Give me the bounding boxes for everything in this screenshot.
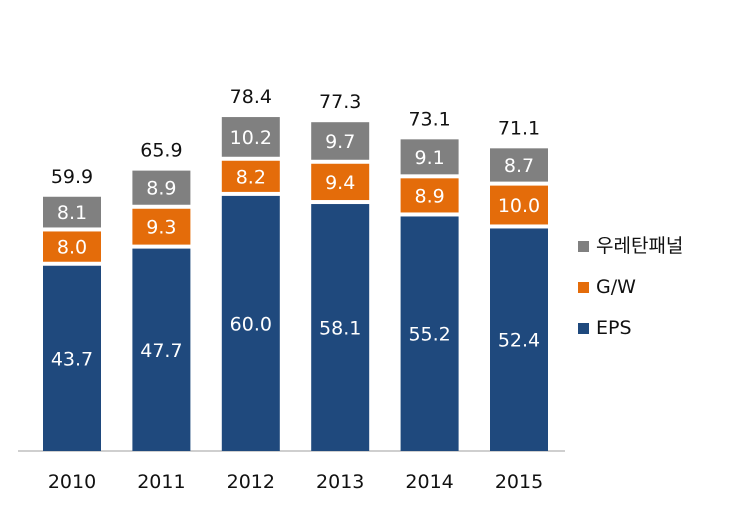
legend-item: 우레탄패널: [578, 236, 683, 256]
segment-value-label: 9.1: [414, 147, 444, 169]
total-value-label: 73.1: [408, 108, 450, 130]
segment-value-label: 8.7: [504, 155, 534, 177]
bar-segment: [490, 228, 548, 451]
x-tick-label: 2011: [137, 471, 185, 493]
segment-value-label: 8.1: [57, 202, 87, 224]
segment-value-label: 8.9: [414, 185, 444, 207]
bar-segment: [132, 248, 191, 451]
total-value-label: 59.9: [51, 166, 93, 188]
bar-segment: [43, 265, 101, 451]
total-value-label: 77.3: [319, 91, 361, 113]
total-value-label: 65.9: [140, 140, 182, 162]
segment-value-label: 8.9: [146, 178, 176, 200]
bar-segment: [221, 160, 280, 192]
legend-swatch: [578, 240, 589, 252]
segment-value-label: 43.7: [51, 348, 93, 370]
bar-segment: [490, 148, 548, 182]
segment-value-label: 8.0: [57, 237, 87, 259]
bar-segment: [400, 178, 459, 213]
segment-value-label: 60.0: [230, 313, 272, 335]
bar-segment: [132, 208, 191, 245]
segment-value-label: 47.7: [140, 340, 182, 362]
bar-segment: [400, 139, 459, 175]
bar-segment: [132, 170, 191, 205]
total-value-label: 78.4: [230, 86, 272, 108]
legend-label: EPS: [596, 317, 632, 339]
x-tick-label: 2010: [48, 471, 96, 493]
x-tick-label: 2012: [227, 471, 275, 493]
bar-segment: [43, 196, 101, 228]
legend: 우레탄패널 G/W EPS: [578, 236, 683, 359]
segment-value-label: 9.3: [146, 217, 176, 239]
x-tick-label: 2013: [316, 471, 364, 493]
bar-segment: [221, 195, 280, 451]
segment-value-label: 52.4: [498, 330, 540, 352]
bar-segment: [221, 117, 280, 157]
x-tick-label: 2015: [495, 471, 543, 493]
legend-item: EPS: [578, 318, 683, 338]
bar-segment: [490, 185, 548, 225]
bar-segment: [311, 122, 370, 160]
segment-value-label: 9.4: [325, 172, 355, 194]
bar-segment: [311, 163, 370, 201]
legend-swatch: [578, 322, 589, 334]
x-tick-label: 2014: [405, 471, 453, 493]
segment-value-label: 8.2: [236, 166, 266, 188]
bar-segment: [311, 204, 370, 451]
segment-value-label: 10.0: [498, 195, 540, 217]
legend-label: 우레탄패널: [596, 235, 684, 257]
segment-value-label: 58.1: [319, 318, 361, 340]
legend-item: G/W: [578, 277, 683, 297]
bar-segment: [43, 231, 101, 262]
segment-value-label: 9.7: [325, 131, 355, 153]
segment-value-label: 10.2: [230, 127, 272, 149]
bar-segment: [400, 216, 459, 451]
legend-label: G/W: [596, 276, 636, 298]
total-value-label: 71.1: [498, 117, 540, 139]
segment-value-label: 55.2: [408, 324, 450, 346]
legend-swatch: [578, 281, 589, 293]
